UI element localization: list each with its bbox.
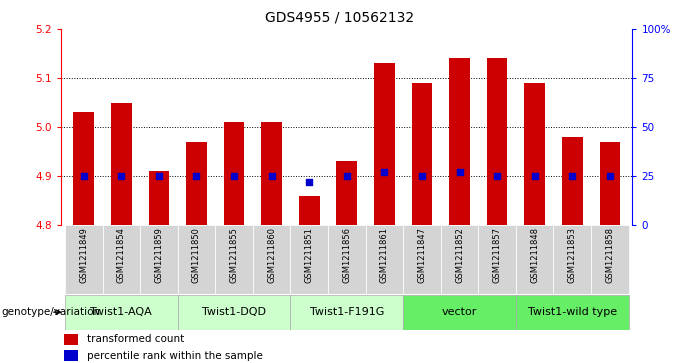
Bar [403, 295, 516, 330]
Text: GSM1211860: GSM1211860 [267, 227, 276, 283]
Bar [524, 83, 545, 225]
Bar [64, 350, 78, 362]
Bar [516, 295, 628, 330]
Text: GSM1211858: GSM1211858 [605, 227, 614, 283]
Point [304, 179, 315, 185]
Point [191, 173, 202, 179]
Text: GSM1211847: GSM1211847 [418, 227, 426, 283]
Bar [600, 142, 620, 225]
Bar [299, 196, 320, 225]
Bar [261, 122, 282, 225]
Bar [516, 225, 554, 294]
Text: GSM1211848: GSM1211848 [530, 227, 539, 283]
Bar [478, 225, 516, 294]
Point [417, 173, 428, 179]
Text: genotype/variation: genotype/variation [1, 307, 101, 317]
Bar [411, 83, 432, 225]
Bar [177, 295, 290, 330]
Point [341, 173, 352, 179]
Bar [148, 171, 169, 225]
Bar [73, 112, 94, 225]
Point [605, 173, 615, 179]
Bar [328, 225, 366, 294]
Bar [591, 225, 628, 294]
Point [454, 169, 465, 175]
Bar [337, 162, 357, 225]
Bar [64, 334, 78, 345]
Text: Twist1-wild type: Twist1-wild type [528, 307, 617, 317]
Text: GDS4955 / 10562132: GDS4955 / 10562132 [265, 11, 415, 25]
Bar [65, 225, 103, 294]
Text: GSM1211857: GSM1211857 [492, 227, 502, 283]
Bar [374, 63, 394, 225]
Text: Twist1-DQD: Twist1-DQD [202, 307, 266, 317]
Bar [253, 225, 290, 294]
Bar [111, 102, 132, 225]
Point [78, 173, 89, 179]
Text: percentile rank within the sample: percentile rank within the sample [87, 351, 262, 361]
Bar [366, 225, 403, 294]
Point [529, 173, 540, 179]
Bar [65, 295, 177, 330]
Point [492, 173, 503, 179]
Bar [216, 225, 253, 294]
Text: Twist1-AQA: Twist1-AQA [90, 307, 152, 317]
Point [154, 173, 165, 179]
Text: vector: vector [442, 307, 477, 317]
Text: GSM1211850: GSM1211850 [192, 227, 201, 283]
Text: GSM1211853: GSM1211853 [568, 227, 577, 283]
Bar [403, 225, 441, 294]
Bar [290, 225, 328, 294]
Bar [449, 58, 470, 225]
Text: GSM1211856: GSM1211856 [342, 227, 352, 283]
Point [228, 173, 239, 179]
Point [379, 169, 390, 175]
Text: GSM1211861: GSM1211861 [380, 227, 389, 283]
Point [266, 173, 277, 179]
Text: Twist1-F191G: Twist1-F191G [309, 307, 384, 317]
Text: GSM1211852: GSM1211852 [455, 227, 464, 283]
Point [116, 173, 126, 179]
Bar [103, 225, 140, 294]
Text: transformed count: transformed count [87, 334, 184, 344]
Text: GSM1211855: GSM1211855 [230, 227, 239, 283]
Bar [140, 225, 177, 294]
Text: GSM1211849: GSM1211849 [80, 227, 88, 283]
Bar [441, 225, 478, 294]
Point [567, 173, 578, 179]
Bar [554, 225, 591, 294]
Bar [487, 58, 507, 225]
Bar [224, 122, 244, 225]
Bar [177, 225, 216, 294]
Bar [562, 137, 583, 225]
Bar [290, 295, 403, 330]
Bar [186, 142, 207, 225]
Text: GSM1211851: GSM1211851 [305, 227, 313, 283]
Text: GSM1211854: GSM1211854 [117, 227, 126, 283]
Text: GSM1211859: GSM1211859 [154, 227, 163, 283]
